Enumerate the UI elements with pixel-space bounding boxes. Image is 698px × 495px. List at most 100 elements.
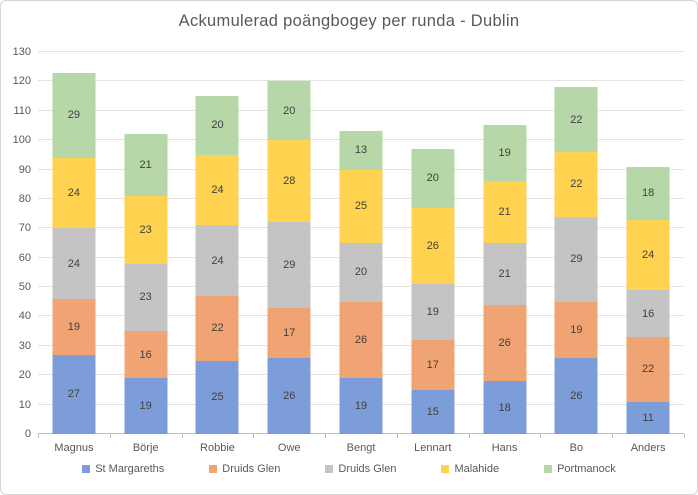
segment-value-label: 22 bbox=[211, 322, 224, 335]
bar-segment: 22 bbox=[554, 87, 598, 152]
bar-segment: 19 bbox=[52, 298, 96, 355]
segment-value-label: 19 bbox=[139, 400, 152, 413]
axis-tick bbox=[540, 434, 542, 438]
bar-segment: 26 bbox=[411, 207, 455, 285]
bar-segment: 24 bbox=[195, 225, 239, 296]
segment-value-label: 24 bbox=[67, 257, 81, 270]
segment-value-label: 25 bbox=[211, 391, 224, 404]
segment-value-label: 13 bbox=[354, 144, 368, 157]
axis-tick bbox=[396, 434, 398, 438]
stacked-bar: 27 19 24 24 29 bbox=[52, 52, 96, 434]
axis-tick bbox=[181, 434, 183, 438]
bar-segment: 19 bbox=[554, 301, 598, 358]
bar-segment: 22 bbox=[626, 337, 670, 402]
bar-segment: 19 bbox=[124, 378, 168, 434]
segment-value-label: 26 bbox=[283, 389, 296, 402]
segment-value-label: 23 bbox=[139, 291, 152, 304]
segment-value-label: 28 bbox=[283, 175, 296, 188]
y-axis-label: 90 bbox=[18, 163, 31, 176]
bar-segment: 15 bbox=[411, 389, 455, 434]
y-axis-label: 0 bbox=[24, 428, 31, 440]
segment-value-label: 20 bbox=[426, 172, 439, 185]
segment-value-label: 16 bbox=[642, 307, 655, 320]
bar-segment: 21 bbox=[483, 181, 527, 243]
y-axis-label: 50 bbox=[18, 281, 31, 294]
x-axis-label: Magnus bbox=[54, 442, 94, 454]
bar-segment: 17 bbox=[267, 307, 311, 358]
bar-segment: 24 bbox=[626, 219, 670, 291]
bar-slot: 26 19 29 22 22 bbox=[540, 52, 612, 434]
segment-value-label: 19 bbox=[426, 306, 439, 319]
segment-value-label: 22 bbox=[570, 113, 583, 126]
gridline bbox=[38, 109, 684, 111]
bar-segment: 29 bbox=[267, 222, 311, 308]
bar-segment: 29 bbox=[52, 72, 96, 158]
segment-value-label: 25 bbox=[354, 200, 368, 213]
bar-segment: 20 bbox=[411, 148, 455, 208]
bar-slot: 25 22 24 24 20 bbox=[182, 52, 254, 434]
bar-segment: 22 bbox=[554, 151, 598, 217]
bar-segment: 23 bbox=[124, 196, 168, 264]
bar-segment: 11 bbox=[626, 401, 670, 434]
y-axis-label: 20 bbox=[18, 369, 31, 382]
bar-segment: 28 bbox=[267, 140, 311, 223]
bar-segment: 20 bbox=[267, 81, 311, 141]
bar-segment: 21 bbox=[483, 243, 527, 305]
segment-value-label: 29 bbox=[283, 259, 296, 272]
legend-label: Druids Glen bbox=[222, 463, 281, 475]
segment-value-label: 26 bbox=[498, 336, 511, 349]
bar-segment: 22 bbox=[195, 295, 239, 361]
segment-value-label: 23 bbox=[139, 223, 152, 236]
axis-tick bbox=[684, 434, 685, 438]
segment-value-label: 24 bbox=[67, 187, 81, 200]
axis-tick bbox=[325, 434, 327, 438]
stacked-bar: 18 26 21 21 19 bbox=[483, 52, 527, 434]
segment-value-label: 22 bbox=[642, 363, 655, 376]
x-axis-label: Bo bbox=[569, 442, 584, 454]
y-axis-label: 10 bbox=[18, 398, 31, 411]
segment-value-label: 19 bbox=[354, 400, 368, 413]
legend-item: Druids Glen bbox=[209, 463, 280, 475]
segment-value-label: 19 bbox=[570, 323, 583, 336]
segment-value-label: 29 bbox=[570, 253, 583, 266]
bar-slot: 26 17 29 28 20 bbox=[253, 52, 325, 434]
y-axis-label: 80 bbox=[18, 192, 31, 205]
legend-item: St Margareths bbox=[82, 463, 164, 475]
segment-value-label: 19 bbox=[498, 147, 511, 160]
bar-segment: 19 bbox=[483, 125, 527, 182]
stacked-bar: 26 19 29 22 22 bbox=[554, 52, 598, 434]
bar-segment: 18 bbox=[626, 166, 670, 220]
bar-segment: 16 bbox=[124, 331, 168, 379]
axis-tick bbox=[612, 434, 614, 438]
bar-segment: 27 bbox=[52, 354, 96, 434]
stacked-bar: 26 17 29 28 20 bbox=[267, 52, 311, 434]
bar-segment: 16 bbox=[626, 290, 670, 338]
stacked-bar: 25 22 24 24 20 bbox=[195, 52, 239, 434]
x-axis-labels: Magnus Börje Robbie Owe Bengt Lennart Hans Bo An… bbox=[38, 442, 684, 454]
segment-value-label: 17 bbox=[283, 326, 296, 339]
bar-slot: 19 26 20 25 13 bbox=[325, 52, 397, 434]
stacked-bar: 11 22 16 24 18 bbox=[626, 52, 670, 434]
bar-slot: 19 16 23 23 21 bbox=[110, 52, 182, 434]
plot-area: 27 19 24 24 29 19 16 23 23 21 25 22 24 24 20 26 17 29 28 20… bbox=[38, 51, 685, 454]
segment-value-label: 17 bbox=[426, 358, 439, 371]
bar-slot: 27 19 24 24 29 bbox=[38, 52, 110, 434]
bar-segment: 19 bbox=[411, 284, 455, 340]
segment-value-label: 27 bbox=[67, 388, 81, 401]
y-axis-label: 70 bbox=[18, 222, 31, 235]
bar-segment: 24 bbox=[52, 228, 96, 299]
bar-segment: 18 bbox=[483, 381, 527, 434]
bar-slot: 11 22 16 24 18 bbox=[612, 52, 684, 434]
bar-segment: 13 bbox=[339, 131, 383, 170]
y-axis-label: 130 bbox=[12, 46, 31, 58]
axis-tick bbox=[468, 434, 470, 438]
bar-segment: 24 bbox=[195, 154, 239, 226]
segment-value-label: 24 bbox=[211, 184, 224, 197]
legend-item: Malahide bbox=[441, 463, 499, 475]
gridline bbox=[38, 51, 684, 52]
bars-group: 27 19 24 24 29 19 16 23 23 21 25 22 24 24 20 26 17 29 28 20… bbox=[38, 52, 684, 434]
y-axis-label: 120 bbox=[12, 75, 31, 88]
y-axis-label: 100 bbox=[12, 134, 31, 147]
stacked-bar: 15 17 19 26 20 bbox=[411, 52, 455, 434]
y-axis: 0 10 20 30 40 50 60 70 80 90 100 110 120 130 bbox=[3, 46, 31, 440]
